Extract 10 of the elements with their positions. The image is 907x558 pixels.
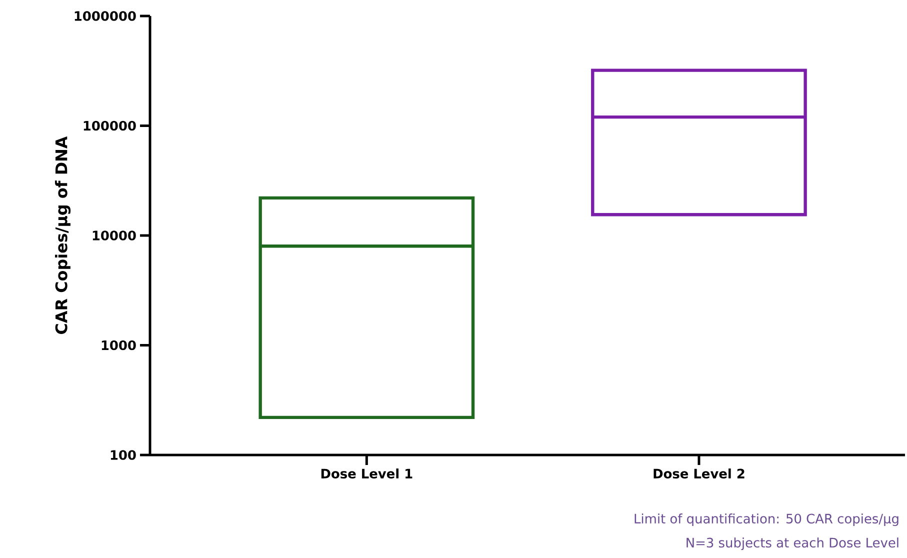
y-tick-label: 100000 xyxy=(84,120,136,131)
y-tick-label: 1000000 xyxy=(74,11,136,21)
y-tick-label: 10000 xyxy=(92,230,136,240)
x-tick-label: Dose Level 2 xyxy=(654,468,744,479)
text: N=3 subjects at each Dose Level xyxy=(686,538,898,550)
x-tick-label: Dose Level 1 xyxy=(321,468,412,479)
text: Limit of quantification: 50 CAR copies/μg xyxy=(634,514,898,526)
y-axis-title: CAR Copies/μg of DNA xyxy=(55,136,71,334)
y-tick-label: 100 xyxy=(110,450,136,460)
y-tick-label: 1000 xyxy=(102,340,136,350)
